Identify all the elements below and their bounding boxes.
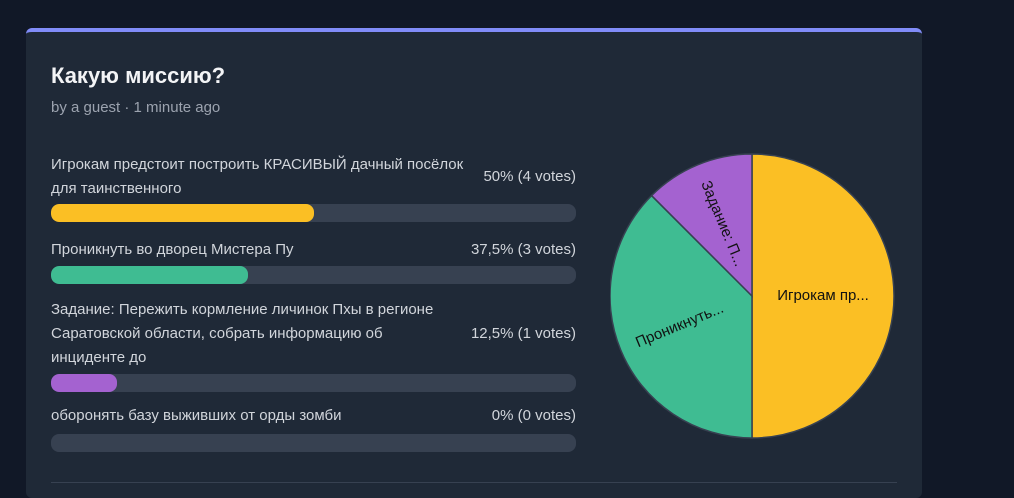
poll-meta: by a guest · 1 minute ago	[51, 99, 221, 116]
poll-title: Какую миссию?	[51, 63, 226, 88]
pie-slice	[650, 153, 753, 298]
poll-option-label: Игрокам предстоит построить КРАСИВЫЙ дач…	[51, 156, 464, 197]
poll-option-result: 37,5% (3 votes)	[470, 241, 576, 258]
pie-slice	[751, 153, 895, 439]
poll-option-progress-fill	[51, 266, 248, 284]
poll-option-label: Задание: Пережить кормление личинок Пхы …	[51, 301, 434, 366]
poll-option: оборонять базу выживших от орды зомби 0%…	[51, 404, 576, 456]
results-pie-chart: Игрокам пр...Проникнуть...Задание: П...	[610, 153, 895, 439]
card-divider	[51, 482, 897, 483]
poll-option-progress	[51, 374, 576, 392]
poll-option-progress	[51, 204, 576, 222]
poll-option-label: оборонять базу выживших от орды зомби	[51, 407, 342, 424]
poll-option-result: 12,5% (1 votes)	[470, 325, 576, 342]
poll-option-label: Проникнуть во дворец Мистера Пу	[51, 241, 294, 258]
poll-option-result: 0% (0 votes)	[491, 407, 576, 424]
poll-option-progress	[51, 434, 576, 452]
poll-option-result: 50% (4 votes)	[483, 168, 576, 185]
poll-option: Игрокам предстоит построить КРАСИВЫЙ дач…	[51, 151, 576, 231]
poll-option: Задание: Пережить кормление личинок Пхы …	[51, 296, 576, 392]
poll-option-progress-fill	[51, 204, 314, 222]
pie-slice	[610, 194, 753, 439]
poll-card: Какую миссию? by a guest · 1 minute ago …	[26, 28, 922, 498]
poll-option: Проникнуть во дворец Мистера Пу 37,5% (3…	[51, 236, 576, 288]
poll-option-progress-fill	[51, 374, 117, 392]
poll-option-progress	[51, 266, 576, 284]
pie-slice-label: Игрокам пр...	[777, 287, 869, 304]
